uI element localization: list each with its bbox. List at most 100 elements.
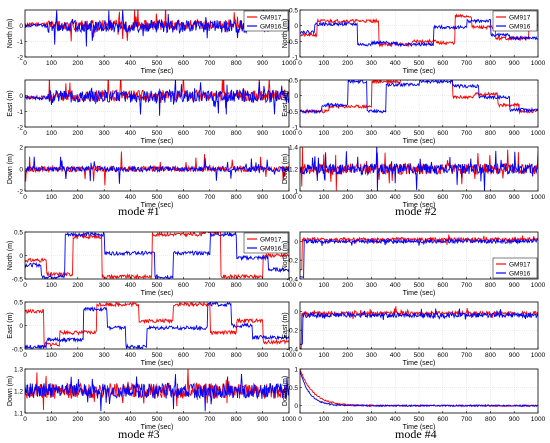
y-axis-label: East (m) <box>7 312 14 338</box>
x-tick-label: 600 <box>178 130 189 137</box>
x-tick-label: 1000 <box>282 60 297 67</box>
x-axis-label: Time (sec) <box>403 68 436 75</box>
series-line-gm917 <box>300 234 538 271</box>
x-tick-label: 900 <box>509 60 520 67</box>
y-tick-label: -2 <box>17 125 23 132</box>
x-tick-label: 0 <box>23 416 27 423</box>
panel-m3-east: 0 100 200 300 400 500 600 700 800 900 1000-0.500.5… <box>7 300 297 368</box>
x-tick-label: 0 <box>298 416 302 423</box>
y-tick-label: 0 <box>19 93 23 100</box>
x-tick-label: 300 <box>366 282 377 289</box>
y-tick-label: -0.2 <box>287 328 299 335</box>
x-tick-label: 0 <box>298 282 302 289</box>
x-tick-label: 600 <box>437 60 448 67</box>
x-tick-label: 900 <box>509 352 520 359</box>
series-line-gm916 <box>300 147 538 191</box>
x-tick-label: 100 <box>46 194 57 201</box>
x-tick-label: 300 <box>366 352 377 359</box>
x-tick-label: 1000 <box>531 282 546 289</box>
y-tick-label: 0 <box>294 239 298 246</box>
legend-entry-gm917: GM917 <box>509 14 531 21</box>
x-tick-label: 100 <box>46 130 57 137</box>
x-tick-label: 1000 <box>531 60 546 67</box>
series-line-gm917 <box>300 13 538 48</box>
series-line-gm916 <box>300 237 538 279</box>
y-tick-label: 0 <box>294 309 298 316</box>
x-tick-label: 400 <box>125 194 136 201</box>
x-axis-label: Time (sec) <box>141 138 174 145</box>
y-axis-label: North (m) <box>282 241 289 271</box>
y-tick-label: 0.5 <box>289 8 298 15</box>
x-axis-label: Time (sec) <box>403 290 436 297</box>
x-tick-label: 200 <box>342 60 353 67</box>
x-tick-label: 300 <box>99 194 110 201</box>
x-tick-label: 500 <box>414 352 425 359</box>
x-tick-label: 800 <box>485 60 496 67</box>
legend: GM917 GM916 <box>492 10 538 32</box>
x-tick-label: 100 <box>318 416 329 423</box>
x-tick-label: 900 <box>257 416 268 423</box>
series-line-gm917 <box>25 302 289 347</box>
x-tick-label: 800 <box>231 60 242 67</box>
x-tick-label: 800 <box>231 416 242 423</box>
y-tick-label: -0.4 <box>287 277 299 284</box>
axes-box <box>24 79 290 128</box>
y-axis-label: East (m) <box>282 90 289 116</box>
x-tick-label: 200 <box>342 194 353 201</box>
x-axis-label: Time (sec) <box>141 360 174 367</box>
x-tick-label: 500 <box>414 60 425 67</box>
x-tick-label: 900 <box>257 194 268 201</box>
x-tick-label: 200 <box>72 194 83 201</box>
x-tick-label: 200 <box>342 416 353 423</box>
x-tick-label: 100 <box>46 352 57 359</box>
x-tick-label: 400 <box>390 282 401 289</box>
panel-m1-down: 0 100 200 300 400 500 600 700 800 900 1000-202Time… <box>7 145 297 210</box>
y-tick-label: 0 <box>19 323 23 330</box>
legend-entry-gm916: GM916 <box>509 23 531 30</box>
panel-m4-down: 0 100 200 300 400 500 600 700 800 900 100000.51Tim… <box>282 367 546 432</box>
x-tick-label: 500 <box>152 194 163 201</box>
y-tick-label: -2 <box>17 189 23 196</box>
x-tick-label: 900 <box>509 130 520 137</box>
x-tick-label: 600 <box>178 352 189 359</box>
x-tick-label: 100 <box>46 416 57 423</box>
x-tick-label: 600 <box>178 194 189 201</box>
x-tick-label: 500 <box>414 416 425 423</box>
x-axis-label: Time (sec) <box>403 360 436 367</box>
x-tick-label: 200 <box>72 352 83 359</box>
y-tick-label: 1.4 <box>289 145 298 152</box>
series-line-gm916 <box>300 308 538 346</box>
series-line-gm916 <box>300 371 538 408</box>
x-tick-label: 500 <box>152 130 163 137</box>
y-tick-label: 0 <box>19 23 23 30</box>
x-tick-label: 400 <box>390 60 401 67</box>
x-tick-label: 0 <box>298 352 302 359</box>
mode-label-2: mode #2 <box>395 204 437 218</box>
x-tick-label: 0 <box>298 60 302 67</box>
x-tick-label: 800 <box>485 194 496 201</box>
y-axis-label: Down (m) <box>7 154 14 184</box>
legend: GM917 GM916 <box>492 257 538 279</box>
x-tick-label: 200 <box>72 130 83 137</box>
x-tick-label: 500 <box>414 194 425 201</box>
x-tick-label: 700 <box>461 60 472 67</box>
y-axis-label: North (m) <box>7 19 14 49</box>
y-tick-label: -0.5 <box>12 347 24 354</box>
panel-m3-down: 0 100 200 300 400 500 600 700 800 900 1000 1.1 1.2 1.… <box>7 367 297 432</box>
x-axis-label: Time (sec) <box>403 424 436 431</box>
x-tick-label: 300 <box>99 416 110 423</box>
x-tick-label: 500 <box>152 60 163 67</box>
series-line-gm917 <box>300 306 538 349</box>
x-tick-label: 200 <box>72 416 83 423</box>
x-tick-label: 900 <box>257 282 268 289</box>
x-tick-label: 600 <box>437 416 448 423</box>
y-tick-label: 0.5 <box>289 78 298 85</box>
series-line-gm916 <box>300 80 538 115</box>
x-tick-label: 0 <box>298 194 302 201</box>
x-tick-label: 800 <box>485 416 496 423</box>
series-line-gm917 <box>25 232 289 279</box>
panel-m3-north: 0 100 200 300 400 500 600 700 800 900 1000-0.500.5… <box>7 230 297 298</box>
x-tick-label: 700 <box>461 130 472 137</box>
x-tick-label: 300 <box>99 60 110 67</box>
panel-m1-north: 0 100 200 300 400 500 600 700 800 900 1000 -2 -1 0 Tim… <box>7 9 297 75</box>
